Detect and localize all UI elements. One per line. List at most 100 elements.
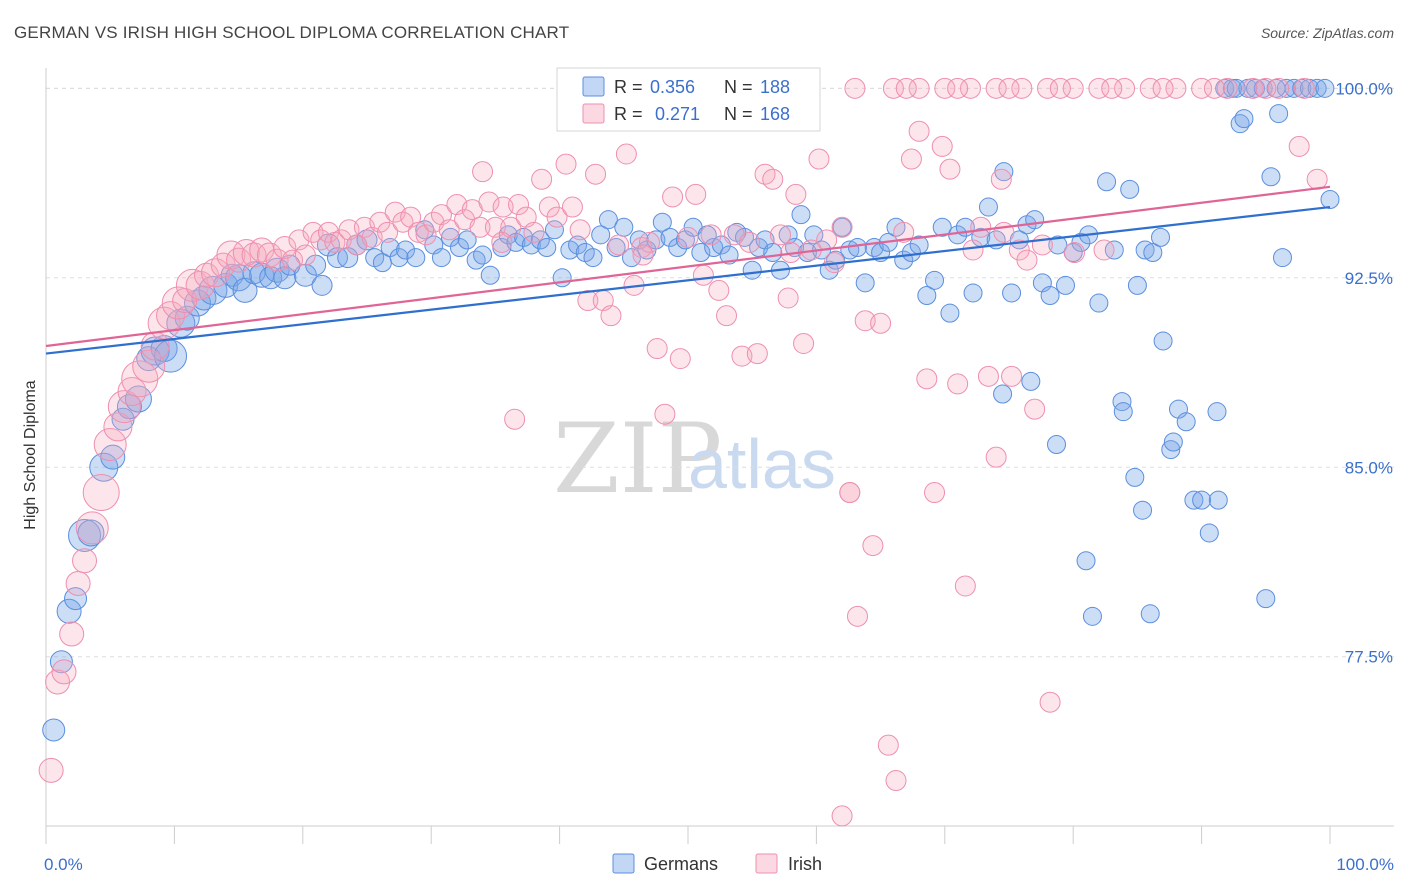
irish-point <box>638 231 660 253</box>
german-point <box>77 519 105 547</box>
chart-title: GERMAN VS IRISH HIGH SCHOOL DIPLOMA CORR… <box>14 23 569 42</box>
german-point <box>1125 467 1145 487</box>
series-legend: Germans Irish <box>612 853 822 874</box>
german-point <box>1276 78 1296 98</box>
german-point <box>449 237 469 257</box>
german-point <box>544 220 564 240</box>
irish-point <box>870 312 892 334</box>
irish-point <box>908 120 930 142</box>
irish-r-value: 0.271 <box>650 104 700 124</box>
irish-point <box>504 408 526 430</box>
german-point <box>1256 589 1276 609</box>
irish-point <box>1242 77 1264 99</box>
irish-point <box>1016 249 1038 271</box>
irish-point <box>1039 691 1061 713</box>
german-point <box>225 264 253 292</box>
irish-point <box>400 206 422 228</box>
irish-point <box>65 570 91 596</box>
irish-point <box>947 77 969 99</box>
german-point <box>1135 240 1155 260</box>
irish-point <box>600 305 622 327</box>
irish-bottom-label: Irish <box>788 854 822 874</box>
irish-point <box>990 168 1012 190</box>
german-point <box>396 240 416 260</box>
german-point <box>537 237 557 257</box>
irish-point <box>377 221 399 243</box>
irish-point <box>1037 77 1059 99</box>
irish-point <box>107 390 141 424</box>
german-point <box>1025 210 1045 230</box>
german-point <box>1002 283 1022 303</box>
german-point <box>1163 432 1183 452</box>
germans-n-value: 188 <box>760 77 790 97</box>
irish-point <box>931 135 953 157</box>
irish-point <box>700 224 722 246</box>
irish-point <box>1216 77 1238 99</box>
irish-point <box>508 194 530 216</box>
germans-bottom-swatch <box>612 853 635 874</box>
irish-point <box>846 605 868 627</box>
irish-point <box>472 161 494 183</box>
german-point <box>56 598 82 624</box>
irish-point <box>985 77 1007 99</box>
irish-point <box>893 221 915 243</box>
german-point <box>993 384 1013 404</box>
irish-point <box>954 575 976 597</box>
german-point <box>1040 285 1060 305</box>
x-tick-label-min: 0.0% <box>44 855 83 874</box>
german-point <box>431 248 451 268</box>
german-point <box>1089 293 1109 313</box>
irish-point <box>555 153 577 175</box>
german-point <box>660 227 680 247</box>
irish-point <box>895 77 917 99</box>
german-point <box>583 248 603 268</box>
irish-point <box>438 219 460 241</box>
trend-lines <box>45 185 1331 355</box>
irish-point <box>1063 242 1085 264</box>
irish-point <box>546 206 568 228</box>
german-point <box>1161 440 1181 460</box>
axes <box>45 68 1394 844</box>
irish-point <box>831 216 853 238</box>
irish-point <box>900 148 922 170</box>
irish-point <box>523 221 545 243</box>
german-point <box>932 217 952 237</box>
irish-point <box>569 219 591 241</box>
irish-point <box>662 186 684 208</box>
irish-point <box>677 226 699 248</box>
german-point <box>1199 523 1219 543</box>
irish-point <box>947 373 969 395</box>
irish-point <box>723 224 745 246</box>
german-point <box>1140 604 1160 624</box>
irish-point <box>970 216 992 238</box>
german-point <box>901 243 921 263</box>
irish-point <box>282 249 304 271</box>
irish-point <box>51 659 77 685</box>
irish-point <box>862 535 884 557</box>
german-point <box>1076 551 1096 571</box>
irish-point <box>1024 398 1046 420</box>
irish-point <box>808 148 830 170</box>
irish-point <box>38 757 64 783</box>
stats-legend-box <box>556 67 821 132</box>
german-point <box>791 205 811 225</box>
irish-point <box>1191 77 1213 99</box>
german-point <box>855 273 875 293</box>
german-point <box>1112 392 1132 412</box>
irish-point <box>1114 77 1136 99</box>
german-point <box>1176 412 1196 432</box>
irish-point <box>478 191 500 213</box>
german-point <box>804 225 824 245</box>
german-point <box>1184 490 1204 510</box>
irish-trend-line <box>45 185 1331 348</box>
y-axis-label: High School Diploma <box>22 380 39 530</box>
irish-point <box>934 77 956 99</box>
irish-n-label: N = <box>724 104 753 124</box>
series-irish <box>38 77 1328 827</box>
germans-r-label: R = <box>614 77 643 97</box>
irish-point <box>739 231 761 253</box>
irish-point <box>977 365 999 387</box>
irish-point <box>716 305 738 327</box>
german-point <box>978 197 998 217</box>
